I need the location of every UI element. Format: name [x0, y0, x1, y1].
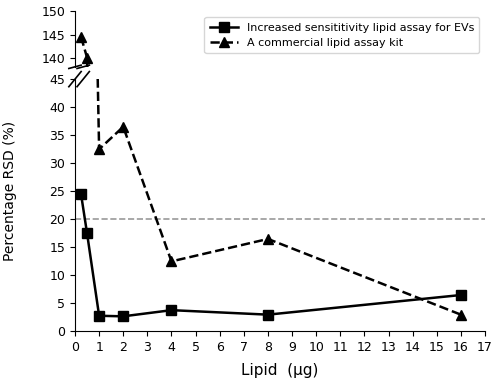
A commercial lipid assay kit	[265, 237, 271, 241]
X-axis label: Lipid  (μg): Lipid (μg)	[242, 363, 318, 378]
Increased sensititivity lipid assay for EVs	[78, 192, 84, 196]
Increased sensititivity lipid assay for EVs	[458, 293, 464, 297]
Legend: Increased sensititivity lipid assay for EVs, A commercial lipid assay kit: Increased sensititivity lipid assay for …	[204, 17, 480, 53]
Increased sensititivity lipid assay for EVs	[168, 308, 174, 312]
Increased sensititivity lipid assay for EVs	[96, 314, 102, 318]
Line: A commercial lipid assay kit: A commercial lipid assay kit	[76, 32, 466, 381]
Line: Increased sensititivity lipid assay for EVs: Increased sensititivity lipid assay for …	[76, 189, 466, 321]
Text: Percentage RSD (%): Percentage RSD (%)	[3, 120, 17, 261]
A commercial lipid assay kit	[96, 147, 102, 152]
A commercial lipid assay kit	[120, 125, 126, 129]
Increased sensititivity lipid assay for EVs	[265, 312, 271, 317]
Increased sensititivity lipid assay for EVs	[120, 314, 126, 319]
A commercial lipid assay kit	[458, 312, 464, 317]
Increased sensititivity lipid assay for EVs	[84, 231, 90, 235]
Line: A commercial lipid assay kit: A commercial lipid assay kit	[76, 0, 466, 320]
A commercial lipid assay kit	[84, 55, 90, 60]
A commercial lipid assay kit	[168, 259, 174, 264]
A commercial lipid assay kit	[78, 35, 84, 39]
